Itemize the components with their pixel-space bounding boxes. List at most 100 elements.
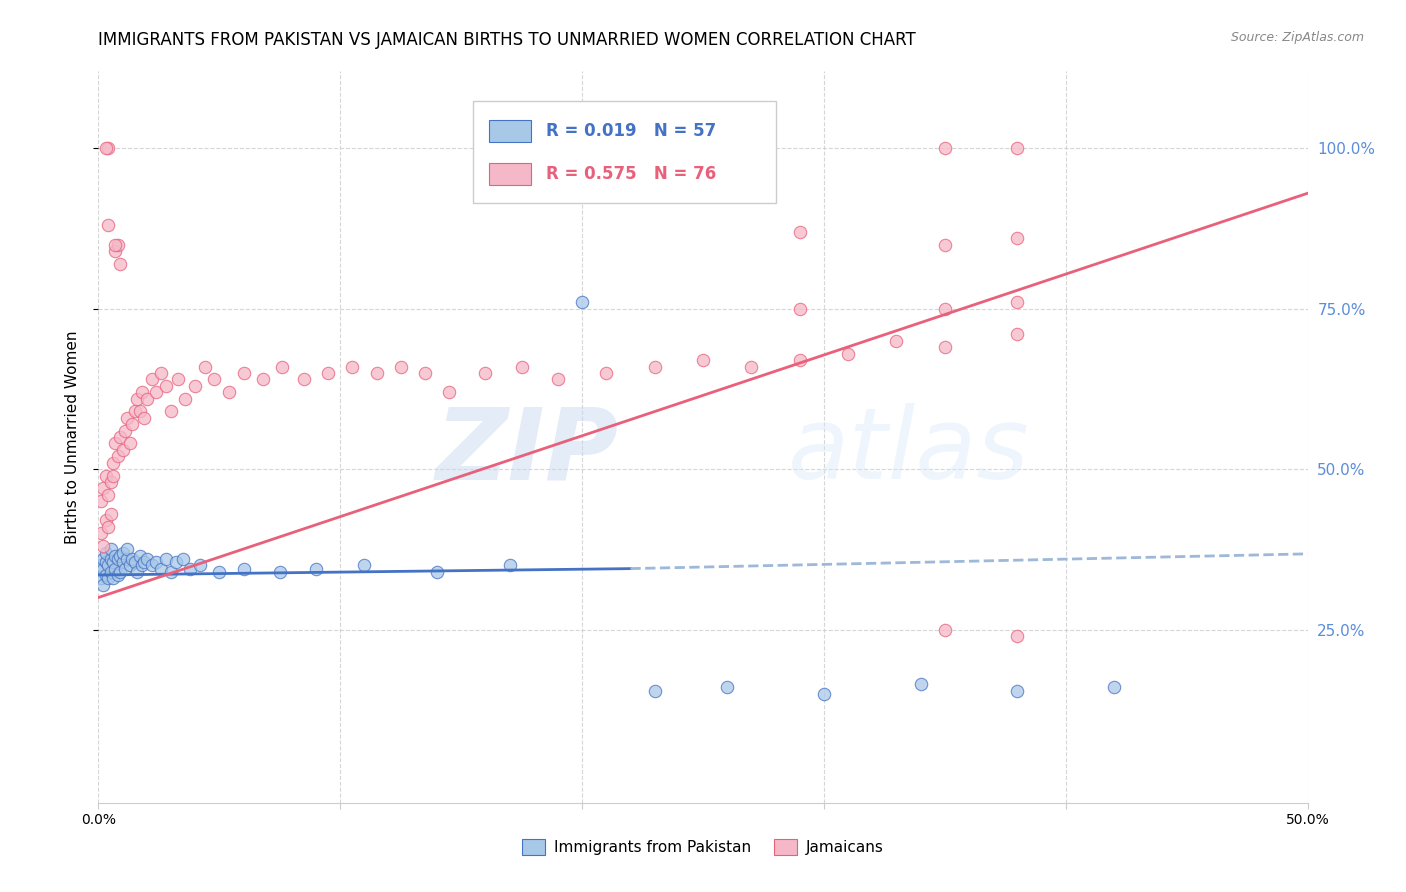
Point xyxy=(107,450,129,464)
Point xyxy=(127,565,149,579)
Point xyxy=(127,392,149,406)
Point xyxy=(90,526,112,541)
Point xyxy=(305,561,328,575)
Point xyxy=(740,359,762,374)
Point xyxy=(366,366,388,380)
Point xyxy=(437,385,460,400)
Point xyxy=(174,392,197,406)
Text: Source: ZipAtlas.com: Source: ZipAtlas.com xyxy=(1230,31,1364,45)
Point xyxy=(114,561,136,575)
Point xyxy=(252,372,274,386)
Point xyxy=(124,555,146,569)
Point xyxy=(108,565,131,579)
Point xyxy=(108,549,131,563)
Point xyxy=(97,571,120,585)
Text: ZIP: ZIP xyxy=(436,403,619,500)
Point xyxy=(91,552,114,566)
Point xyxy=(269,565,291,579)
Point xyxy=(145,385,167,400)
Point xyxy=(1007,231,1029,245)
Point xyxy=(389,359,412,374)
Point xyxy=(716,681,738,695)
Point xyxy=(101,468,124,483)
Point xyxy=(150,561,173,575)
Point xyxy=(111,545,134,559)
Point xyxy=(1007,141,1029,155)
Point xyxy=(571,295,593,310)
Point xyxy=(167,372,190,386)
Point xyxy=(97,219,120,233)
Point xyxy=(94,468,117,483)
Point xyxy=(547,372,569,386)
Point xyxy=(208,565,231,579)
Point xyxy=(128,404,150,418)
Point xyxy=(150,366,173,380)
Point xyxy=(789,353,811,368)
Point xyxy=(179,561,201,575)
Point xyxy=(94,555,117,569)
Point xyxy=(104,549,127,563)
FancyBboxPatch shape xyxy=(489,163,531,185)
Point xyxy=(131,558,153,573)
Point xyxy=(104,244,127,258)
Point xyxy=(94,568,117,582)
Point xyxy=(789,225,811,239)
Point xyxy=(134,410,156,425)
Point xyxy=(100,542,122,557)
Point xyxy=(117,542,139,557)
Point xyxy=(145,555,167,569)
FancyBboxPatch shape xyxy=(474,101,776,203)
Point xyxy=(342,359,364,374)
Point xyxy=(108,430,131,444)
Point xyxy=(141,372,163,386)
Point xyxy=(1007,629,1029,643)
Point xyxy=(595,366,617,380)
Point xyxy=(934,141,956,155)
Point xyxy=(90,558,112,573)
Point xyxy=(510,359,533,374)
Point xyxy=(316,366,339,380)
Point xyxy=(100,475,122,489)
Point xyxy=(886,334,908,348)
Point xyxy=(107,568,129,582)
Point xyxy=(100,552,122,566)
Point xyxy=(91,482,114,496)
Point xyxy=(1007,683,1029,698)
Point xyxy=(232,561,254,575)
Point xyxy=(194,359,217,374)
Point xyxy=(934,237,956,252)
Point xyxy=(165,555,187,569)
Point xyxy=(1007,295,1029,310)
Point xyxy=(91,561,114,575)
Point xyxy=(97,520,120,534)
Text: atlas: atlas xyxy=(787,403,1029,500)
Point xyxy=(104,561,127,575)
Point xyxy=(90,494,112,508)
Point xyxy=(644,359,666,374)
Point xyxy=(121,417,143,432)
Point xyxy=(813,687,835,701)
Point xyxy=(101,571,124,585)
Point xyxy=(692,353,714,368)
Point xyxy=(789,301,811,316)
Point xyxy=(135,392,157,406)
Point xyxy=(117,410,139,425)
Point xyxy=(128,549,150,563)
Point xyxy=(141,558,163,573)
Point xyxy=(292,372,315,386)
Point xyxy=(910,677,932,691)
Point xyxy=(134,555,156,569)
Point xyxy=(498,558,520,573)
Point xyxy=(100,565,122,579)
Point xyxy=(107,237,129,252)
Text: R = 0.575   N = 76: R = 0.575 N = 76 xyxy=(546,165,716,183)
Point xyxy=(172,552,194,566)
Point xyxy=(100,507,122,521)
Point xyxy=(90,571,112,585)
Point xyxy=(111,555,134,569)
Point xyxy=(117,552,139,566)
Point xyxy=(131,385,153,400)
Point xyxy=(271,359,294,374)
Point xyxy=(934,340,956,354)
Point xyxy=(837,346,859,360)
